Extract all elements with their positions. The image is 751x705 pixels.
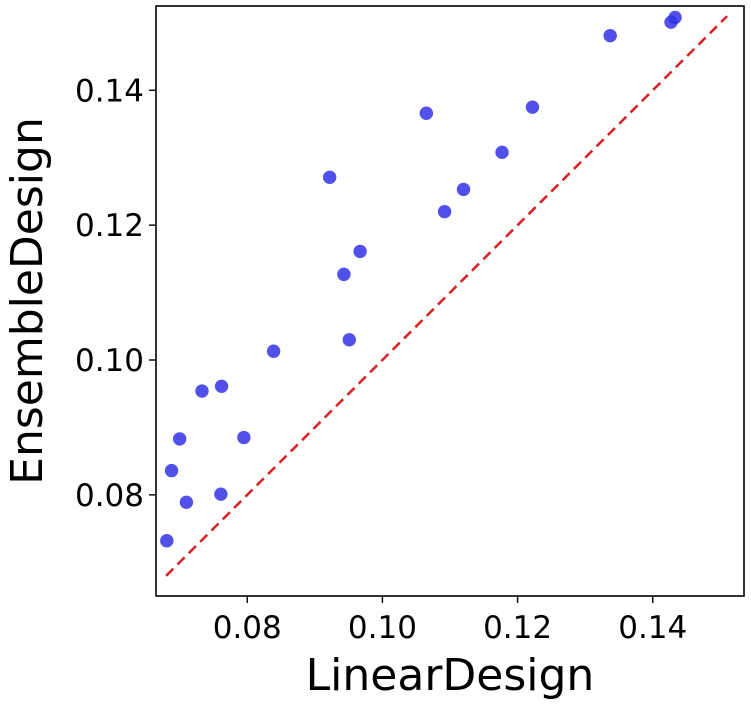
scatter-point: [266, 344, 281, 358]
reference-line-layer: [165, 15, 729, 577]
x-tick-label: 0.08: [213, 610, 282, 646]
diagonal-reference-line: [165, 15, 729, 577]
scatter-point: [337, 267, 351, 282]
scatter-point: [525, 100, 540, 114]
scatter-point: [214, 487, 228, 501]
scatter-point: [419, 106, 434, 120]
x-tick-label: 0.12: [483, 610, 552, 646]
scatter-point: [342, 333, 356, 347]
y-tick-label: 0.14: [75, 73, 144, 109]
plot-frame: [155, 5, 745, 597]
scatter-point: [456, 182, 471, 197]
scatter-point: [237, 430, 251, 445]
scatter-point: [353, 244, 367, 259]
scatter-point: [172, 432, 187, 446]
scatter-point: [164, 463, 179, 478]
x-axis-ticks: 0.08 0.10 0.12 0.14: [213, 596, 687, 646]
scatter-point: [322, 170, 337, 184]
points-layer: [160, 10, 682, 548]
y-tick-label: 0.12: [75, 208, 144, 244]
y-tick-label: 0.10: [75, 343, 144, 379]
scatter-point: [495, 145, 509, 160]
y-axis-label: EnsembleDesign: [2, 117, 53, 485]
scatter-point: [195, 384, 209, 398]
x-tick-label: 0.14: [618, 610, 687, 646]
scatter-point: [603, 28, 617, 43]
scatter-point: [214, 379, 229, 393]
scatter-point: [160, 534, 174, 548]
x-axis-label: LinearDesign: [306, 650, 595, 701]
y-tick-label: 0.08: [75, 478, 144, 514]
scatter-point: [437, 204, 452, 219]
x-tick-label: 0.10: [348, 610, 417, 646]
scatter-point: [179, 495, 194, 509]
y-axis-ticks: 0.08 0.10 0.12 0.14: [75, 73, 156, 514]
scatter-point: [668, 10, 682, 25]
